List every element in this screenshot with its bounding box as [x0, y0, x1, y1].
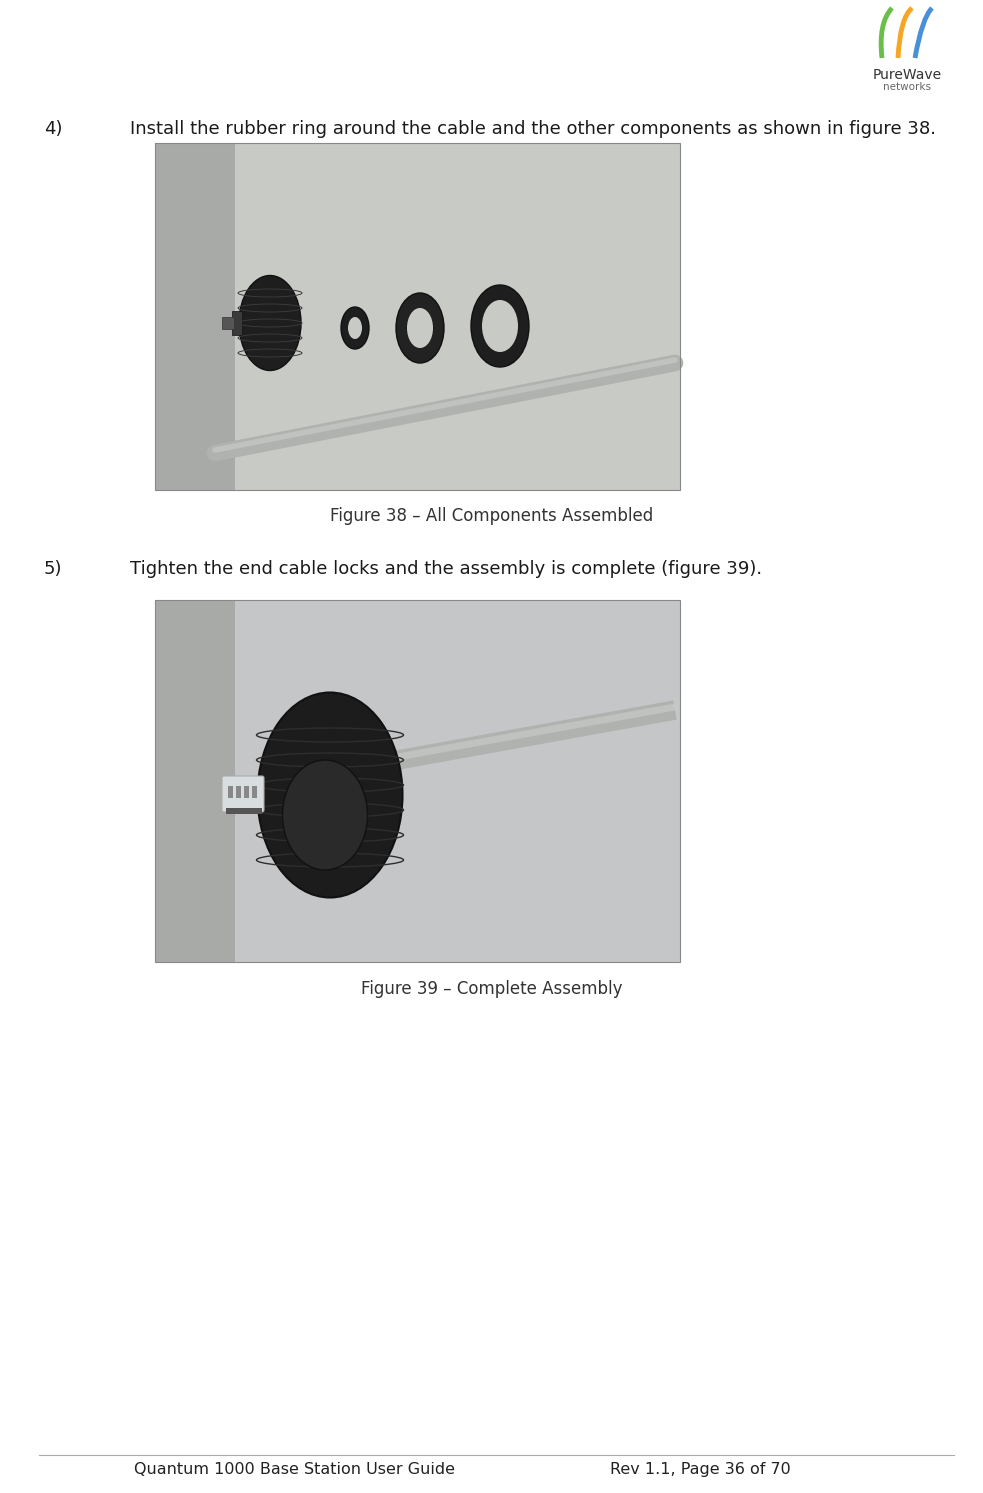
Text: 4): 4): [44, 119, 63, 137]
Bar: [235, 143, 680, 490]
Bar: [155, 143, 680, 490]
Ellipse shape: [471, 285, 529, 367]
Bar: [228, 785, 233, 797]
Bar: [244, 785, 249, 797]
Text: PureWave: PureWave: [873, 69, 942, 82]
Bar: [222, 317, 234, 328]
Ellipse shape: [482, 300, 518, 352]
Bar: [155, 143, 235, 490]
Text: Quantum 1000 Base Station User Guide: Quantum 1000 Base Station User Guide: [135, 1462, 455, 1477]
Ellipse shape: [396, 293, 444, 363]
Ellipse shape: [282, 760, 368, 870]
Text: networks: networks: [883, 82, 931, 93]
Text: 5): 5): [44, 560, 63, 578]
Bar: [155, 600, 235, 961]
Ellipse shape: [341, 308, 369, 349]
FancyBboxPatch shape: [222, 776, 264, 812]
Bar: [235, 600, 680, 961]
Ellipse shape: [348, 317, 362, 339]
Bar: [226, 808, 262, 814]
Bar: [236, 785, 241, 797]
Bar: [252, 785, 257, 797]
Text: Rev 1.1, Page 36 of 70: Rev 1.1, Page 36 of 70: [609, 1462, 790, 1477]
Text: Figure 38 – All Components Assembled: Figure 38 – All Components Assembled: [330, 508, 653, 526]
Bar: [232, 311, 242, 334]
Text: Tighten the end cable locks and the assembly is complete (figure 39).: Tighten the end cable locks and the asse…: [130, 560, 762, 578]
Bar: [155, 600, 680, 961]
Ellipse shape: [407, 308, 433, 348]
Ellipse shape: [239, 276, 301, 370]
Text: Figure 39 – Complete Assembly: Figure 39 – Complete Assembly: [361, 979, 622, 997]
Text: Install the rubber ring around the cable and the other components as shown in fi: Install the rubber ring around the cable…: [130, 119, 936, 137]
Ellipse shape: [258, 693, 402, 897]
